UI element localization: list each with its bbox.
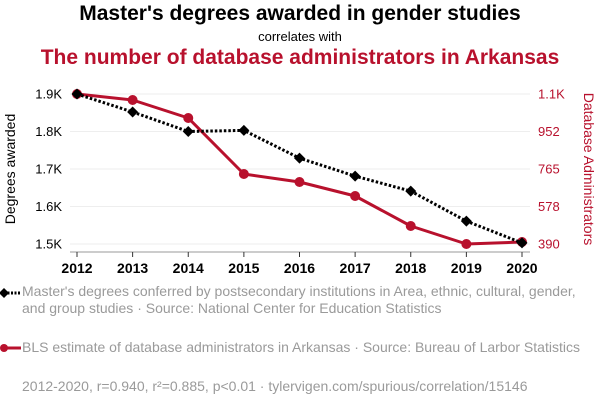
- legend-marker-dba-icon: [0, 344, 21, 352]
- x-tick-label: 2012: [61, 260, 92, 276]
- x-tick-label: 2016: [284, 260, 315, 276]
- series-degrees: [71, 88, 528, 249]
- y-left-tick-label: 1.5K: [35, 237, 62, 252]
- y-left-tick-label: 1.7K: [35, 162, 62, 177]
- y-right-tick-label: 578: [538, 199, 560, 214]
- y-right-tick-label: 765: [538, 162, 560, 177]
- y-left-tick-label: 1.9K: [35, 87, 62, 102]
- data-point-circle: [294, 177, 305, 187]
- gridlines: [70, 93, 530, 245]
- data-point-circle: [238, 169, 249, 179]
- y-right-tick-label: 952: [538, 124, 560, 139]
- x-tick-label: 2019: [451, 260, 482, 276]
- series-layer: [71, 88, 528, 249]
- data-point-diamond: [349, 170, 361, 182]
- data-point-diamond: [238, 124, 250, 136]
- x-tick-label: 2017: [340, 260, 371, 276]
- y-right-tick-label: 1.1K: [538, 87, 565, 102]
- data-point-circle: [183, 113, 194, 123]
- y-left-tick-label: 1.8K: [35, 124, 62, 139]
- series-line: [76, 92, 523, 245]
- data-point-diamond: [405, 185, 417, 197]
- chart-subtitle: The number of database administrators in…: [40, 46, 560, 69]
- footer-stats: 2012-2020, r=0.940, r²=0.885, p<0.01 · t…: [22, 378, 528, 394]
- legend-item-degrees: Master's degrees conferred by postsecond…: [22, 283, 576, 316]
- data-point-diamond: [127, 106, 139, 118]
- data-point-diamond: [516, 237, 528, 249]
- data-point-diamond: [71, 88, 83, 100]
- y-axis-right: 390 578 765 952 1.1K: [538, 87, 565, 252]
- chart-connector: correlates with: [258, 29, 342, 44]
- data-point-diamond: [182, 126, 194, 137]
- y-axis-right-label: Database Administrators: [581, 93, 597, 246]
- data-point-diamond: [294, 152, 305, 164]
- x-tick-label: 2020: [506, 260, 537, 276]
- y-axis-left: 1.5K 1.6K 1.7K 1.8K 1.9K: [35, 87, 62, 252]
- y-right-tick-label: 390: [538, 237, 560, 252]
- x-tick-label: 2014: [173, 260, 204, 276]
- chart-title: Master's degrees awarded in gender studi…: [79, 2, 521, 25]
- y-left-tick-label: 1.6K: [35, 199, 62, 214]
- data-point-circle: [350, 191, 361, 201]
- data-point-diamond: [460, 215, 472, 227]
- chart-area: 2012 2013 2014 2015 2016 2017 2018 2019 2020 1.5…: [2, 87, 597, 277]
- data-point-circle: [405, 221, 416, 231]
- y-axis-left-label: Degrees awarded: [2, 114, 18, 225]
- x-tick-label: 2015: [228, 260, 259, 276]
- legend-marker-degrees-icon: [0, 288, 21, 298]
- data-point-circle: [127, 95, 138, 105]
- x-tick-label: 2018: [395, 260, 426, 276]
- x-tick-label: 2013: [117, 260, 148, 276]
- legend-item-dba: BLS estimate of database administrators …: [22, 339, 580, 355]
- data-point-circle: [461, 239, 472, 249]
- x-axis: 2012 2013 2014 2015 2016 2017 2018 2019 2020: [61, 251, 538, 276]
